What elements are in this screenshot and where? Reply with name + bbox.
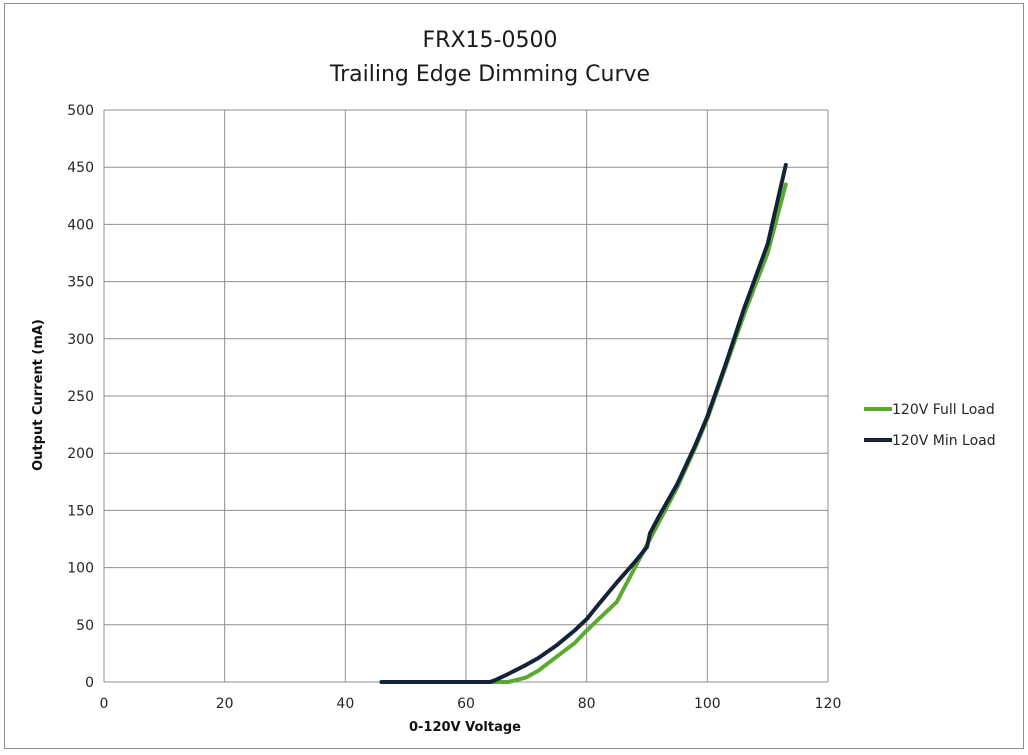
x-tick-label: 60	[457, 696, 475, 712]
x-tick-label: 0	[100, 696, 109, 712]
y-axis-ticks: 0 50 100 150 200 250 300 350 400 450 500	[67, 103, 94, 691]
y-tick-label: 400	[67, 217, 94, 233]
x-tick-label: 40	[336, 696, 354, 712]
y-axis-label: Output Current (mA)	[31, 319, 46, 471]
y-tick-label: 450	[67, 160, 94, 176]
legend-label: 120V Full Load	[892, 402, 995, 418]
x-axis-label: 0-120V Voltage	[409, 720, 521, 735]
x-tick-label: 20	[216, 696, 234, 712]
y-tick-label: 200	[67, 446, 94, 462]
y-tick-label: 100	[67, 561, 94, 577]
series-line-2	[379, 162, 788, 684]
y-tick-label: 50	[76, 618, 94, 634]
chart-subtitle: Trailing Edge Dimming Curve	[329, 62, 650, 87]
x-tick-label: 120	[815, 696, 842, 712]
x-tick-label: 100	[694, 696, 721, 712]
chart-title: FRX15-0500	[423, 28, 558, 53]
y-tick-label: 0	[85, 675, 94, 691]
legend: 120V Full Load 120V Min Load	[864, 402, 996, 449]
grid	[103, 109, 829, 683]
y-tick-label: 500	[67, 103, 94, 119]
legend-label: 120V Min Load	[892, 433, 996, 449]
y-tick-label: 150	[67, 503, 94, 519]
y-tick-label: 350	[67, 275, 94, 291]
x-tick-label: 80	[578, 696, 596, 712]
y-tick-label: 300	[67, 332, 94, 348]
series-line-1	[379, 182, 788, 684]
x-axis-ticks: 0 20 40 60 80 100 120	[100, 696, 842, 712]
y-tick-label: 250	[67, 389, 94, 405]
series-lines	[379, 162, 788, 684]
